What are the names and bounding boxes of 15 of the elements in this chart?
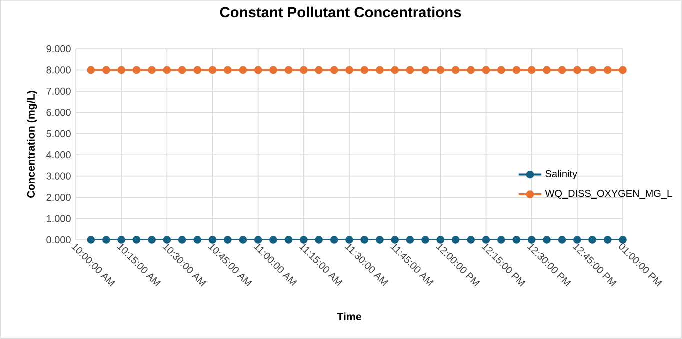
y-tick-label: 1.000 (47, 215, 71, 222)
legend-label: Salinity (546, 170, 578, 180)
chart-title: Constant Pollutant Concentrations (220, 6, 462, 18)
y-tick-label: 0.000 (46, 236, 71, 244)
y-tick-label: 6.000 (46, 109, 71, 116)
x-axis-title: Time (337, 312, 362, 321)
y-axis-title: Concentration (mg/L) (27, 91, 38, 198)
y-tick-label: 7.000 (46, 88, 71, 95)
y-tick-label: 9.000 (46, 45, 71, 53)
y-tick-label: 5.000 (46, 130, 71, 138)
y-tick-label: 4.000 (46, 152, 71, 159)
y-tick-label: 2.000 (46, 194, 71, 202)
y-tick-label: 3.000 (46, 172, 71, 180)
y-tick-label: 8.000 (46, 66, 71, 74)
legend-label: WQ_DISS_OXYGEN_MG_L (545, 190, 672, 200)
